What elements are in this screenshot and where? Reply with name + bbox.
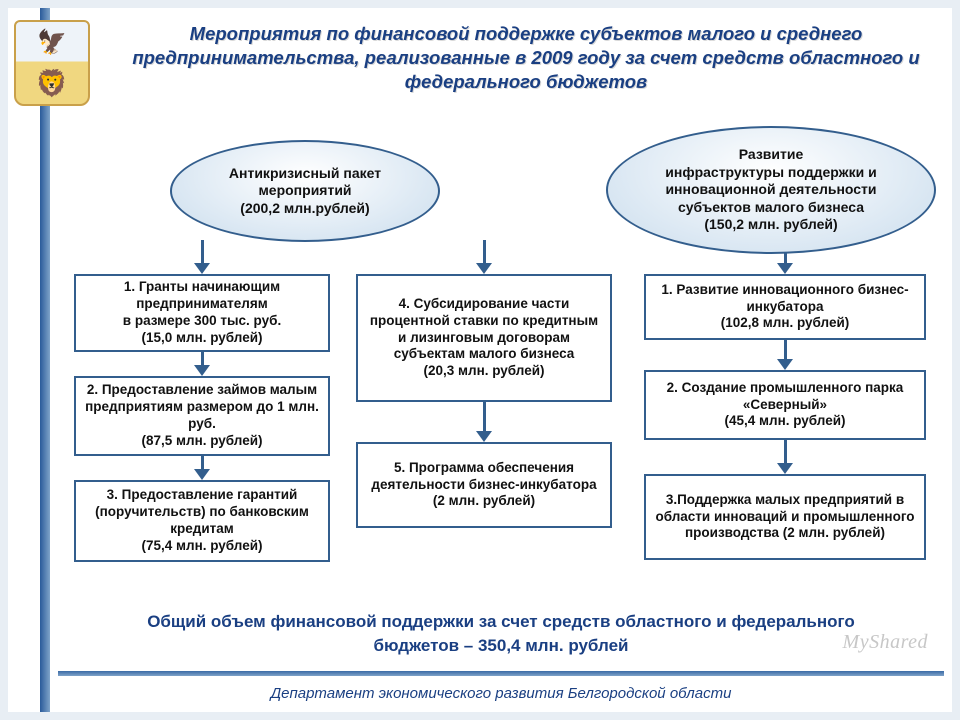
- watermark: MyShared: [843, 631, 928, 654]
- slide-frame: 🦅 🦁 Мероприятия по финансовой поддержке …: [8, 8, 952, 712]
- ellipse-left-l2: мероприятий: [258, 182, 351, 198]
- box-incubator-program: 5. Программа обеспечения деятельности би…: [356, 442, 612, 528]
- arrow-icon: [194, 240, 210, 274]
- arrow-icon: [476, 402, 492, 442]
- ellipse-right-l5: (150,2 млн. рублей): [704, 216, 837, 232]
- box-text: 5. Программа обеспечения деятельности би…: [364, 460, 604, 511]
- box-subsidy: 4. Субсидирование части процентной ставк…: [356, 274, 612, 402]
- footer-divider: [58, 671, 944, 676]
- arrow-icon: [194, 456, 210, 480]
- ellipse-left-l1: Антикризисный пакет: [229, 165, 381, 181]
- box-loans: 2. Предоставление займов малым предприят…: [74, 376, 330, 456]
- page-title: Мероприятия по финансовой поддержке субъ…: [128, 22, 924, 94]
- footer-text: Департамент экономического развития Белг…: [58, 685, 944, 702]
- box-innovation-support: 3.Поддержка малых предприятий в области …: [644, 474, 926, 560]
- arrow-icon: [194, 352, 210, 376]
- summary-text: Общий объем финансовой поддержки за счет…: [118, 610, 884, 658]
- content-area: 🦅 🦁 Мероприятия по финансовой поддержке …: [58, 8, 944, 712]
- ellipse-right-l2: инфраструктуры поддержки и: [665, 164, 876, 180]
- arrow-icon: [777, 252, 793, 274]
- box-grants: 1. Гранты начинающим предпринимателямв р…: [74, 274, 330, 352]
- left-rail: [40, 8, 50, 712]
- ellipse-left-l3: (200,2 млн.рублей): [240, 200, 369, 216]
- box-text: 1. Гранты начинающим предпринимателямв р…: [82, 279, 322, 347]
- region-emblem: 🦅 🦁: [14, 20, 90, 106]
- box-industrial-park: 2. Создание промышленного парка «Северны…: [644, 370, 926, 440]
- box-guarantees: 3. Предоставление гарантий (поручительст…: [74, 480, 330, 562]
- arrow-icon: [777, 440, 793, 474]
- box-innov-incubator: 1. Развитие инновационного бизнес-инкуба…: [644, 274, 926, 340]
- arrow-icon: [476, 240, 492, 274]
- box-text: 1. Развитие инновационного бизнес-инкуба…: [652, 282, 918, 333]
- ellipse-right-l1: Развитие: [739, 146, 804, 162]
- box-text: 2. Предоставление займов малым предприят…: [82, 382, 322, 450]
- box-text: 4. Субсидирование части процентной ставк…: [364, 296, 604, 380]
- box-text: 2. Создание промышленного парка «Северны…: [652, 380, 918, 431]
- ellipse-anticrisis: Антикризисный пакет мероприятий (200,2 м…: [170, 140, 440, 242]
- ellipse-right-l3: инновационной деятельности: [665, 181, 876, 197]
- ellipse-infrastructure: Развитие инфраструктуры поддержки и инно…: [606, 126, 936, 254]
- box-text: 3. Предоставление гарантий (поручительст…: [82, 487, 322, 555]
- ellipse-right-l4: субъектов малого бизнеса: [678, 199, 864, 215]
- box-text: 3.Поддержка малых предприятий в области …: [652, 492, 918, 543]
- arrow-icon: [777, 340, 793, 370]
